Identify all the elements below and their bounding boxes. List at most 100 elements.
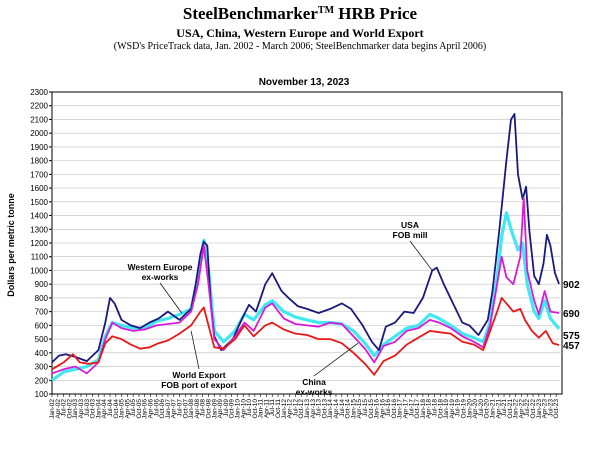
x-tick-label: Apr-09 xyxy=(217,399,224,419)
y-tick-label: 100 xyxy=(35,390,49,399)
x-tick-label: Jul-12 xyxy=(292,399,299,417)
series-line-china xyxy=(51,297,560,376)
x-tick-label: Jul-20 xyxy=(478,399,485,417)
y-tick-label: 1500 xyxy=(30,198,48,207)
y-axis-label: Dollars per metric tonne xyxy=(6,193,16,297)
x-tick-label: Jan-06 xyxy=(142,399,149,419)
x-tick-label: Jul-04 xyxy=(107,399,114,417)
x-tick-label: Jan-17 xyxy=(397,399,404,419)
x-axis: Jan-02Apr-02Jul-02Oct-02Jan-03Apr-03Jul-… xyxy=(49,394,560,419)
x-tick-label: Jul-05 xyxy=(130,399,137,417)
x-tick-label: Jan-13 xyxy=(304,399,311,419)
x-tick-label: Oct-23 xyxy=(553,399,560,419)
series-line-western-europe xyxy=(51,196,560,375)
annotation-pointer xyxy=(313,342,359,377)
y-tick-label: 900 xyxy=(35,280,49,289)
y-tick-label: 200 xyxy=(35,376,49,385)
y-tick-label: 300 xyxy=(35,363,49,372)
chart-date-label: November 13, 2023 xyxy=(259,77,350,88)
x-tick-label: Apr-22 xyxy=(518,399,525,419)
x-tick-label: Jan-03 xyxy=(72,399,79,419)
x-tick-label: Oct-14 xyxy=(345,399,352,419)
x-tick-label: Jul-13 xyxy=(316,399,323,417)
x-tick-label: Oct-06 xyxy=(159,399,166,419)
x-tick-label: Apr-02 xyxy=(55,399,62,419)
x-tick-label: Apr-08 xyxy=(194,399,201,419)
series-line-usa xyxy=(51,113,560,364)
x-tick-label: Oct-03 xyxy=(90,399,97,419)
x-tick-label: Jan-10 xyxy=(234,399,241,419)
annotation-usa: USA FOB mill xyxy=(393,220,428,240)
x-tick-label: Jan-20 xyxy=(466,399,473,419)
x-tick-label: Oct-10 xyxy=(252,399,259,419)
y-tick-label: 400 xyxy=(35,349,49,358)
x-tick-label: Apr-23 xyxy=(542,399,549,419)
x-tick-label: Jul-17 xyxy=(408,399,415,417)
x-tick-label: Apr-06 xyxy=(148,399,155,419)
x-tick-label: Jan-21 xyxy=(489,399,496,419)
x-tick-label: Jul-15 xyxy=(362,399,369,417)
x-tick-label: Apr-03 xyxy=(78,399,85,419)
y-tick-label: 1900 xyxy=(30,143,48,152)
x-tick-label: Apr-15 xyxy=(356,399,363,419)
x-tick-label: Oct-18 xyxy=(437,399,444,419)
annotation-china: China ex-works xyxy=(296,377,333,397)
x-tick-label: Apr-10 xyxy=(240,399,247,419)
x-tick-label: Apr-18 xyxy=(426,399,433,419)
y-tick-label: 800 xyxy=(35,294,49,303)
x-tick-label: Apr-12 xyxy=(287,399,294,419)
x-tick-label: Jul-08 xyxy=(200,399,207,417)
x-tick-label: Apr-19 xyxy=(449,399,456,419)
x-tick-label: Apr-05 xyxy=(124,399,131,419)
x-tick-label: Jul-02 xyxy=(61,399,68,417)
x-tick-label: Oct-13 xyxy=(321,399,328,419)
x-tick-label: Jul-07 xyxy=(177,399,184,417)
annotation-western-europe: Western Europe ex-works xyxy=(127,262,192,282)
series-group: 575 902 690 457 xyxy=(51,113,580,382)
x-tick-label: Jul-16 xyxy=(385,399,392,417)
x-tick-label: Jul-19 xyxy=(455,399,462,417)
annotation-line: Western Europe xyxy=(127,262,192,272)
y-tick-label: 600 xyxy=(35,321,49,330)
x-tick-label: Oct-07 xyxy=(182,399,189,419)
annotation-line: ex-works xyxy=(142,272,179,282)
grid xyxy=(51,91,563,395)
x-tick-label: Oct-16 xyxy=(391,399,398,419)
x-tick-label: Apr-14 xyxy=(333,399,340,419)
end-label-world-export: 575 xyxy=(563,331,580,342)
x-tick-label: Jan-07 xyxy=(165,399,172,419)
x-tick-label: Jul-03 xyxy=(84,399,91,417)
x-tick-label: Jan-05 xyxy=(119,399,126,419)
page-title: SteelBenchmarkerTM HRB Price xyxy=(0,4,600,24)
x-tick-label: Jan-12 xyxy=(281,399,288,419)
annotation-line: ex-works xyxy=(296,387,333,397)
x-tick-label: Oct-15 xyxy=(368,399,375,419)
annotation-line: USA xyxy=(401,220,419,230)
x-tick-label: Apr-04 xyxy=(101,399,108,419)
annotation-pointer xyxy=(190,330,200,370)
x-tick-label: Jul-10 xyxy=(246,399,253,417)
x-tick-label: Jul-09 xyxy=(223,399,230,417)
annotation-line: World Export xyxy=(172,370,225,380)
x-tick-label: Jul-06 xyxy=(153,399,160,417)
x-tick-label: Apr-11 xyxy=(263,399,270,418)
chart-subtitle: USA, China, Western Europe and World Exp… xyxy=(176,26,424,40)
y-tick-label: 1300 xyxy=(30,225,48,234)
x-tick-label: Oct-12 xyxy=(298,399,305,419)
x-tick-label: Jul-18 xyxy=(432,399,439,417)
annotation-line: China xyxy=(302,377,326,387)
end-label-western-europe: 690 xyxy=(563,309,580,320)
x-tick-label: Jul-22 xyxy=(524,399,531,417)
y-tick-label: 500 xyxy=(35,335,49,344)
y-tick-label: 700 xyxy=(35,308,49,317)
x-tick-label: Oct-11 xyxy=(275,399,282,418)
x-tick-label: Apr-20 xyxy=(472,399,479,419)
x-tick-label: Jan-08 xyxy=(188,399,195,419)
y-tick-label: 2100 xyxy=(30,115,48,124)
source-note: (WSD's PriceTrack data, Jan. 2002 - Marc… xyxy=(113,41,487,52)
x-tick-label: Oct-17 xyxy=(414,399,421,419)
y-axis: 100 200 300 400 500 600 700 800 900 1000 1100 1200 1… xyxy=(30,88,52,399)
annotation-line: FOB port of export xyxy=(161,380,237,390)
x-tick-label: Jan-09 xyxy=(211,399,218,419)
